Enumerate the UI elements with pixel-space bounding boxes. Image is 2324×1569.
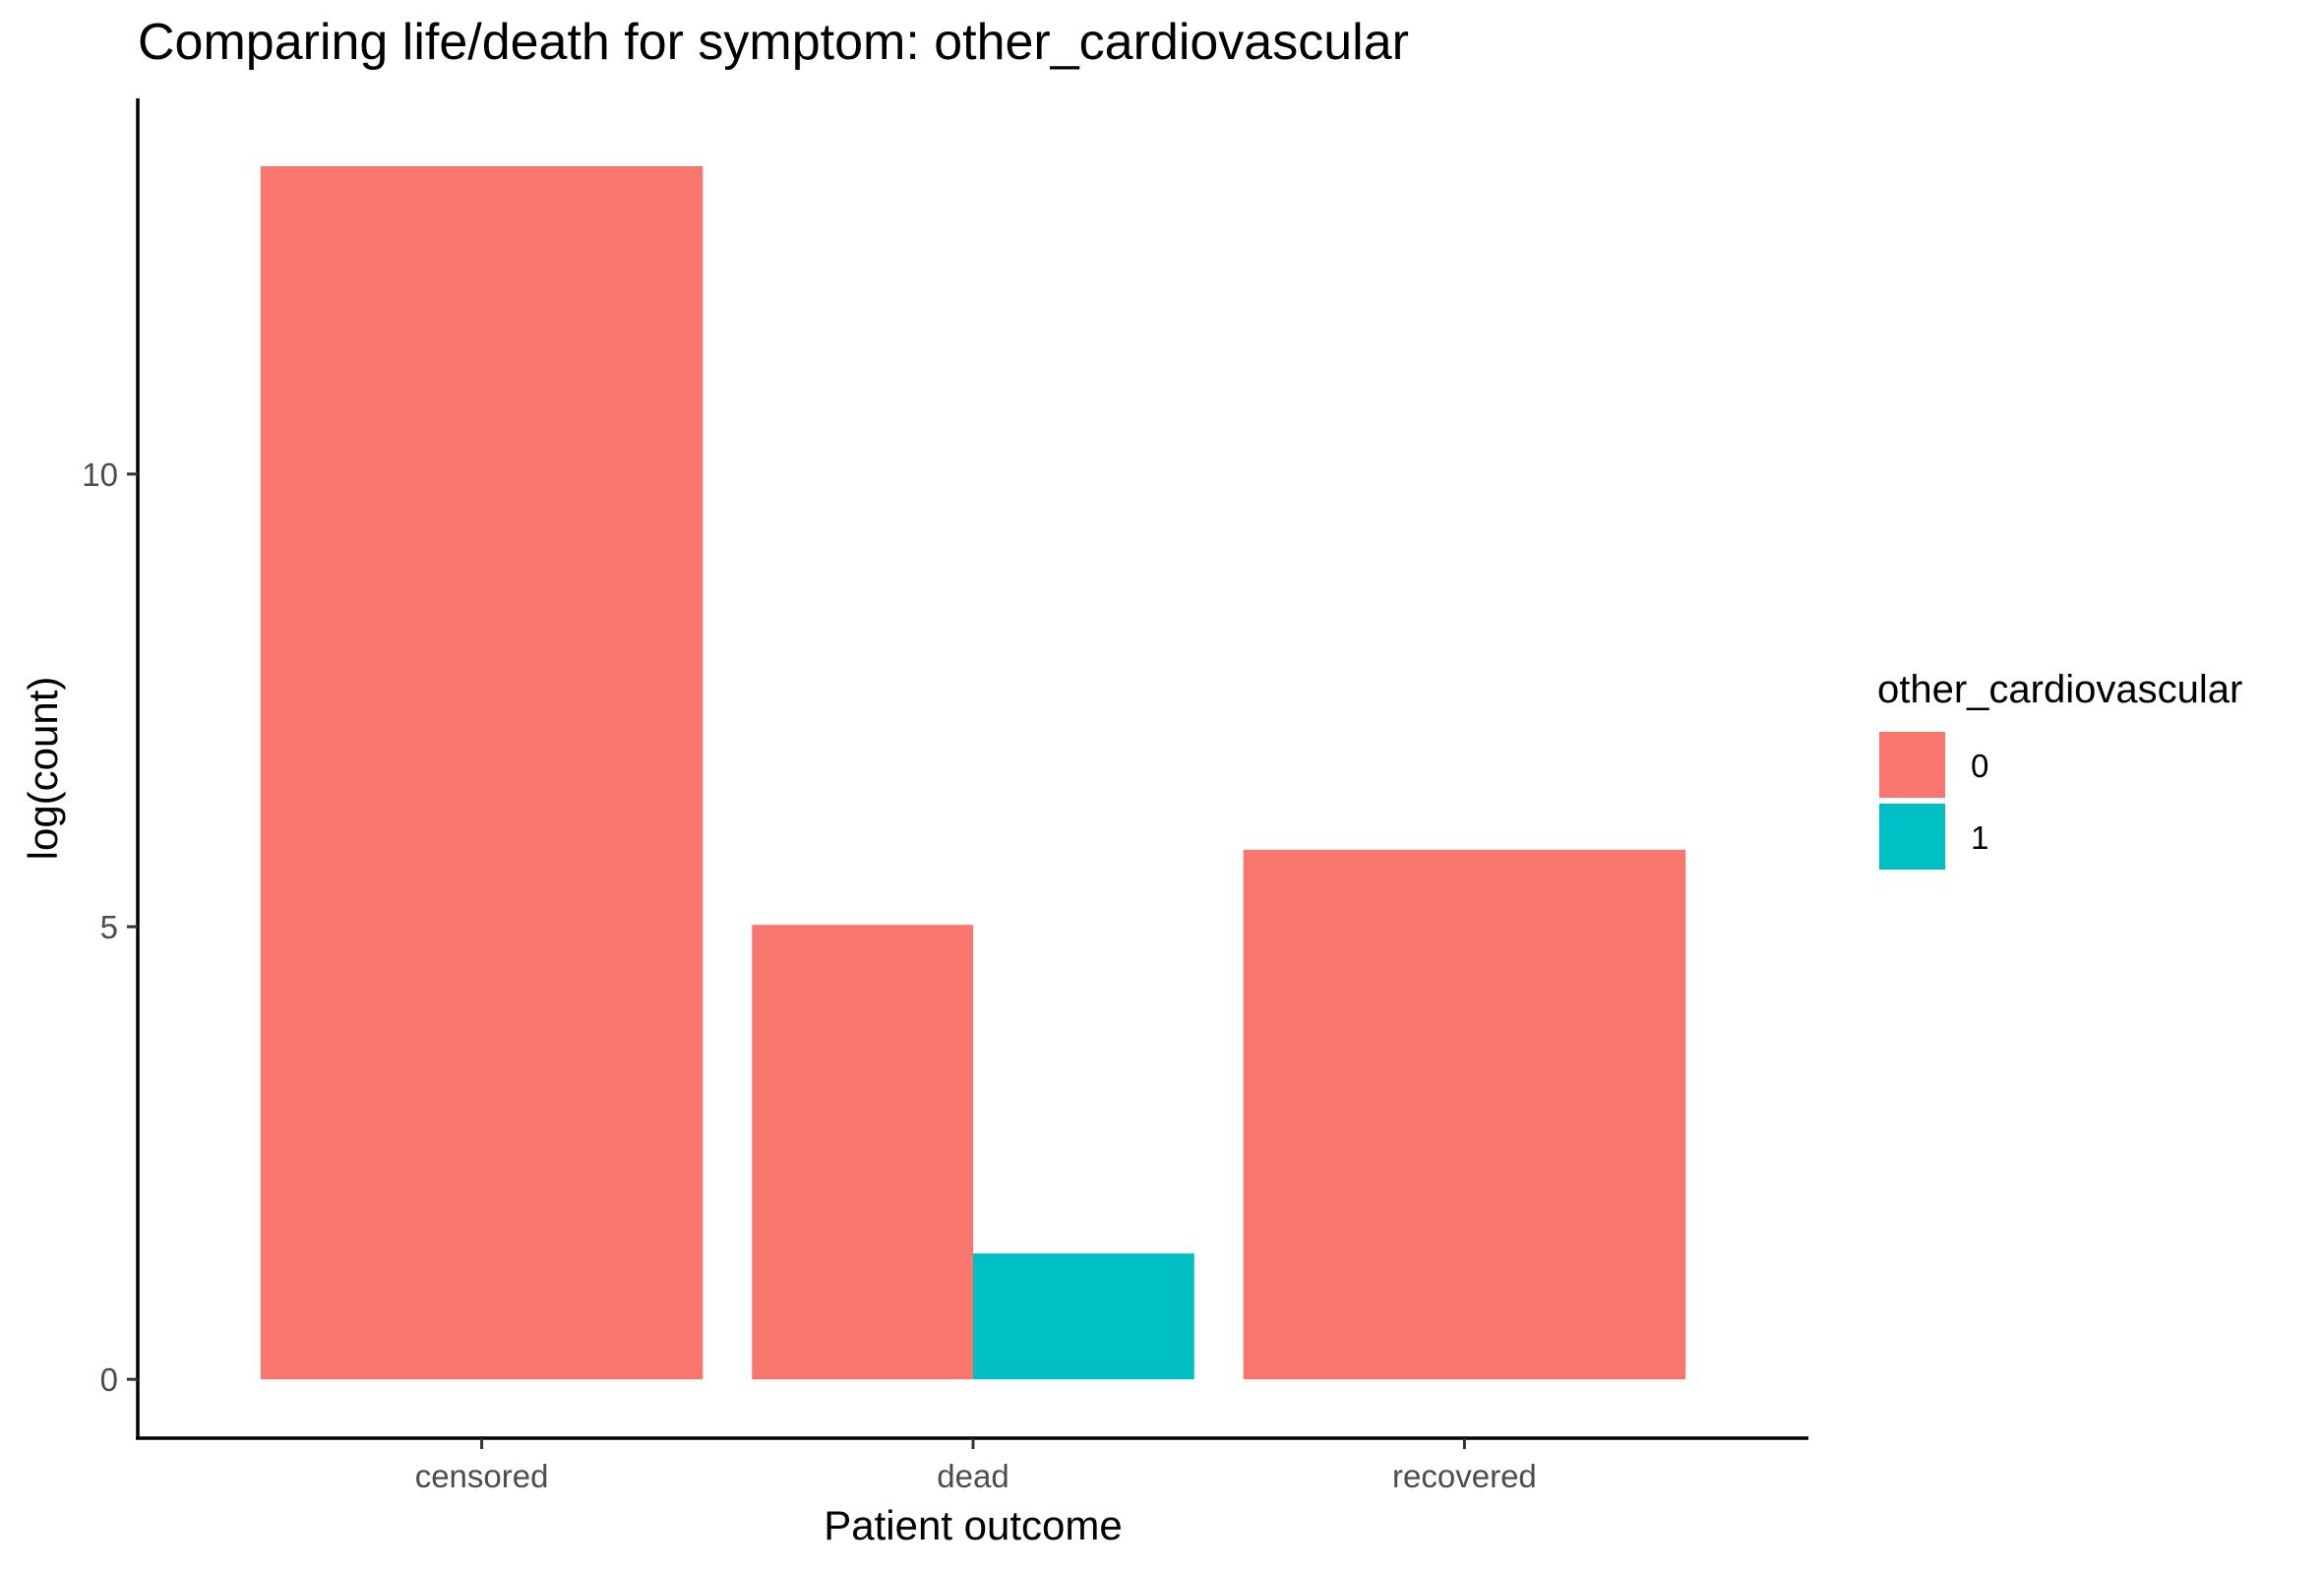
- y-tick-label: 0: [100, 1361, 118, 1398]
- x-tick-label: censored: [415, 1458, 549, 1494]
- y-tick-label: 5: [100, 909, 118, 945]
- legend-key-1: [1879, 804, 1945, 870]
- bars-layer: [260, 166, 1686, 1380]
- x-axis-label: Patient outcome: [824, 1502, 1123, 1548]
- x-ticks-layer: censored dead recovered: [415, 1438, 1537, 1494]
- legend: other_cardiovascular 01: [1877, 668, 2242, 870]
- y-axis-label: log(count): [20, 677, 66, 861]
- bar-censored-0: [260, 166, 703, 1380]
- legend-items: 01: [1879, 732, 1988, 870]
- legend-label-0: 0: [1971, 748, 1988, 784]
- x-tick-label: recovered: [1392, 1458, 1537, 1494]
- bar-dead-1: [973, 1253, 1194, 1380]
- y-ticks-layer: 0 5 10: [82, 456, 138, 1398]
- chart-title: Comparing life/death for symptom: other_…: [138, 14, 1409, 71]
- legend-key-0: [1879, 732, 1945, 798]
- legend-title: other_cardiovascular: [1877, 668, 2242, 711]
- y-tick-label: 10: [82, 456, 118, 493]
- legend-label-1: 1: [1971, 819, 1988, 856]
- bar-dead-0: [752, 925, 973, 1380]
- x-tick-label: dead: [937, 1458, 1009, 1494]
- bar-recovered-0: [1243, 849, 1686, 1380]
